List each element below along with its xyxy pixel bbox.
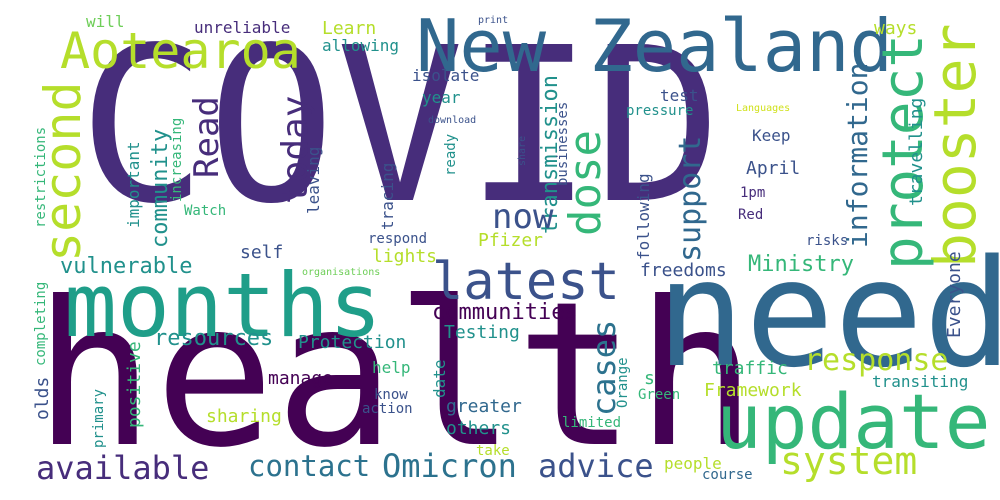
word-transiting: transiting	[872, 372, 969, 391]
word-update: update	[716, 377, 991, 466]
word-orange: Orange	[615, 357, 631, 408]
word-1pm: 1pm	[740, 185, 766, 201]
word-vulnerable: vulnerable	[60, 254, 193, 279]
word-pressure: pressure	[626, 103, 694, 119]
word-organisations: organisations	[302, 267, 381, 278]
word-unreliable: unreliable	[194, 18, 291, 37]
word-tracing: tracing	[378, 162, 397, 230]
word-advice: advice	[538, 447, 654, 485]
word-communities: communities	[432, 300, 578, 325]
word-ready: ready	[443, 133, 459, 176]
word-contact: contact	[248, 449, 371, 483]
word-pfizer: Pfizer	[478, 230, 544, 251]
word-information: information	[841, 62, 874, 248]
word-primary: primary	[91, 388, 107, 448]
word-lights: lights	[372, 246, 438, 267]
word-response: response	[804, 343, 949, 378]
word-will: will	[86, 12, 125, 31]
word-new-zealand: New Zealand	[416, 4, 893, 88]
word-sharing: sharing	[206, 406, 282, 427]
word-risks: risks	[806, 233, 849, 249]
word-ministry: Ministry	[748, 252, 854, 277]
word-year: year	[422, 88, 461, 107]
word-aotearoa: Aotearoa	[60, 22, 301, 80]
word-red: Red	[738, 207, 764, 223]
word-learn: Learn	[322, 18, 377, 39]
word-covid: COVID	[78, 2, 723, 251]
word-testing: Testing	[444, 322, 520, 343]
word-know: know	[374, 387, 408, 403]
word-course: course	[702, 467, 753, 483]
word-share: share	[517, 135, 528, 166]
word-keep: Keep	[752, 126, 791, 145]
word-date: date	[430, 359, 449, 398]
word-everyone: Everyone	[944, 251, 965, 338]
word-leaving: leaving	[304, 146, 323, 214]
word-action: action	[362, 401, 413, 417]
word-increasing: increasing	[169, 117, 185, 202]
word-support: support	[673, 135, 708, 262]
word-green: Green	[638, 387, 681, 403]
word-april: April	[746, 158, 801, 179]
word-health: health	[34, 259, 757, 492]
word-months: months	[64, 254, 382, 357]
word-manage: manage	[268, 368, 334, 389]
word-olds: olds	[32, 376, 53, 420]
word-important: important	[124, 141, 143, 228]
word-latest: latest	[432, 252, 620, 312]
word-self: self	[240, 242, 284, 263]
word-resources: resources	[154, 326, 274, 351]
word-positive: positive	[124, 341, 145, 428]
word-others: others	[446, 418, 512, 439]
word-greater: greater	[446, 396, 522, 417]
word-need: need	[656, 228, 1000, 400]
word-download: download	[428, 115, 477, 126]
word-limited: limited	[562, 415, 622, 431]
word-print: print	[478, 15, 509, 26]
word-framework: Framework	[704, 380, 802, 401]
word-traffic: traffic	[712, 358, 788, 379]
word-take: take	[476, 443, 510, 459]
word-following: following	[634, 173, 653, 260]
word-system: system	[780, 439, 918, 483]
word-respond: respond	[368, 231, 428, 247]
word-help: help	[372, 358, 411, 377]
word-completing: completing	[33, 281, 49, 366]
word-freedoms: freedoms	[640, 260, 727, 281]
word-s: s	[644, 368, 655, 389]
word-people: people	[664, 454, 722, 473]
word-now: now	[492, 197, 554, 237]
word-isolate: isolate	[412, 66, 480, 85]
word-travelling: travelling	[906, 97, 927, 206]
word-allowing: allowing	[322, 36, 400, 55]
word-businesses: businesses	[555, 101, 571, 186]
word-omicron: Omicron	[382, 447, 517, 485]
word-watch: Watch	[184, 203, 227, 219]
word-test: test	[660, 86, 699, 105]
word-ways: ways	[874, 18, 918, 39]
word-available: available	[36, 449, 210, 487]
word-protection: Protection	[298, 332, 407, 353]
word-read: Read	[187, 96, 227, 178]
word-restrictions: restrictions	[33, 126, 49, 228]
word-languages: Languages	[736, 103, 791, 114]
